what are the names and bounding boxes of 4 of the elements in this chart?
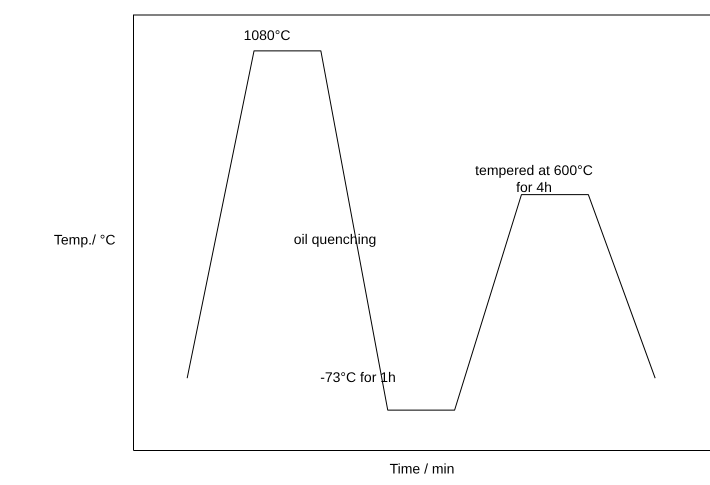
y-axis-title: Temp./ °C [54,232,116,248]
text: 1080°C [244,27,290,43]
x-axis-title: Time / min [390,460,454,476]
annotation: tempered at 600°C for 4h [475,162,593,195]
